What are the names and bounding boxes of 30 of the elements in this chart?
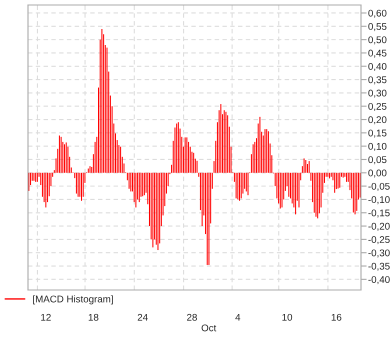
x-tick-label: 4 <box>235 314 240 321</box>
y-tick-label: 0,60 <box>368 10 386 18</box>
text: Oct <box>202 324 216 332</box>
y-tick-label: 0,40 <box>368 62 386 72</box>
y-tick-label: 0,20 <box>368 116 386 124</box>
y-tick-label: -0,20 <box>368 222 390 231</box>
y-tick-label: 0,45 <box>368 50 386 58</box>
y-tick-label: -0,15 <box>368 209 390 218</box>
x-tick-label: 24 <box>138 314 148 321</box>
y-tick-label: 0,00 <box>368 170 386 178</box>
y-tick-label: 0,30 <box>368 90 386 98</box>
y-tick-label: -0,35 <box>368 262 390 271</box>
y-tick-label: 0,05 <box>368 156 386 164</box>
x-tick-label: 18 <box>88 314 98 321</box>
x-tick-label: 12 <box>41 314 51 321</box>
y-tick-label: 0,25 <box>368 102 386 111</box>
x-tick-label: 16 <box>332 314 342 321</box>
y-tick-label: -0,05 <box>368 182 390 191</box>
legend-label: [MACD Histogram] <box>33 295 113 304</box>
y-tick-label: -0,40 <box>368 276 390 284</box>
y-tick-label: -0,25 <box>368 236 390 244</box>
y-tick-label: -0,30 <box>368 249 390 258</box>
x-tick-label: 10 <box>282 314 292 321</box>
x-tick-label: 28 <box>187 314 197 321</box>
y-tick-label: 0,50 <box>368 36 386 44</box>
y-tick-label: 0,55 <box>368 23 386 32</box>
y-tick-label: -0,10 <box>368 196 390 204</box>
y-tick-label: 0,15 <box>368 130 386 138</box>
y-tick-label: 0,10 <box>368 142 386 151</box>
y-tick-label: 0,35 <box>368 76 386 84</box>
